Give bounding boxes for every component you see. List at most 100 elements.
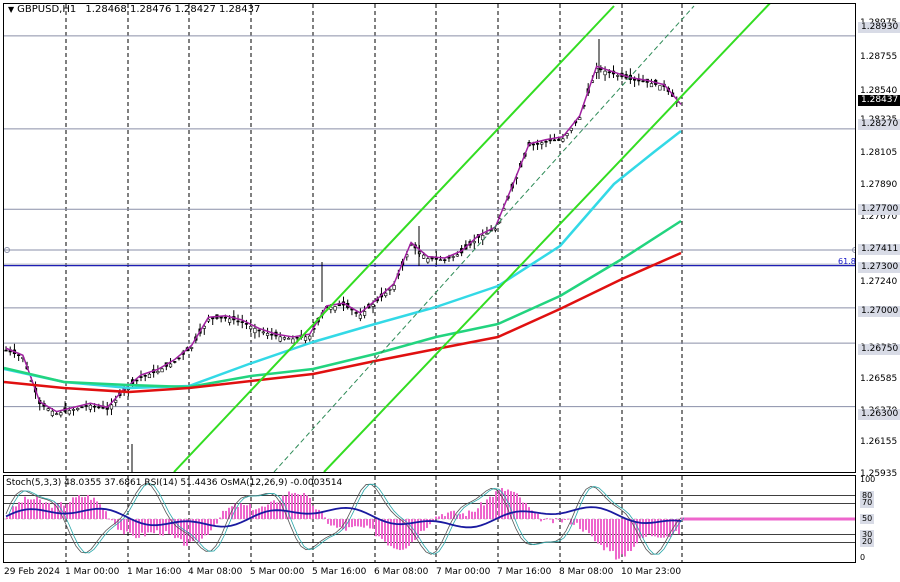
osma-bar <box>615 519 617 560</box>
osma-bar <box>297 494 299 519</box>
osma-bar <box>162 519 164 536</box>
osma-bar <box>555 518 557 520</box>
osma-bar <box>102 509 104 519</box>
osma-bar <box>531 510 533 519</box>
candle-body <box>333 306 337 311</box>
osma-bar <box>678 519 680 535</box>
osma-bar <box>480 502 482 519</box>
osma-bar <box>54 502 56 519</box>
osma-bar <box>582 519 584 532</box>
osma-bar <box>489 496 491 519</box>
candle-body <box>114 399 118 403</box>
price-tick-label: 1.28540 <box>860 86 898 96</box>
indicator-tick-label: 70 <box>860 498 875 509</box>
osma-bar <box>546 518 548 520</box>
osma-bar <box>396 519 398 550</box>
osma-bar <box>171 519 173 535</box>
time-tick-label: 7 Mar 00:00 <box>436 567 491 577</box>
osma-bar <box>117 519 119 530</box>
osma-bar <box>312 505 314 519</box>
candle-body <box>535 143 540 145</box>
osma-bar <box>366 519 368 526</box>
candle-body <box>227 318 232 323</box>
candle-body <box>265 332 270 336</box>
osma-bar <box>669 519 671 538</box>
osma-bar <box>318 509 320 519</box>
osma-bar <box>336 519 338 528</box>
osma-bar <box>423 519 425 531</box>
osma-label: OsMA(12,26,9) -0.0003514 <box>220 478 343 488</box>
candle-body <box>295 336 299 339</box>
osma-bar <box>327 519 329 524</box>
candle-body <box>177 357 181 360</box>
osma-bar <box>354 519 356 527</box>
osma-bar <box>189 519 191 542</box>
candle-body <box>658 85 662 91</box>
osma-bar <box>513 491 515 519</box>
osma-bar <box>408 519 410 546</box>
candle-body <box>244 323 249 325</box>
osma-bar <box>219 517 221 519</box>
osma-bar <box>147 519 149 533</box>
osma-bar <box>228 507 230 519</box>
osma-bar <box>516 493 518 519</box>
candle-body <box>544 140 548 143</box>
price-chart-area[interactable] <box>3 0 858 484</box>
osma-bar <box>123 519 125 535</box>
candle-body <box>88 404 92 410</box>
indicator-tick-label: 30 <box>860 529 875 540</box>
indicator-window[interactable] <box>3 475 856 563</box>
osma-bar <box>645 519 647 537</box>
osma-bar <box>426 519 428 528</box>
osma-bar <box>483 505 485 519</box>
osma-bar <box>630 519 632 552</box>
osma-bar <box>507 489 509 519</box>
osma-bar <box>492 496 494 519</box>
candle-body <box>240 321 244 323</box>
osma-bar <box>177 519 179 538</box>
candle-body <box>603 70 607 76</box>
osma-bar <box>84 497 86 519</box>
osma-bar <box>414 519 416 541</box>
candle-body <box>607 71 611 74</box>
candle-body <box>426 258 430 263</box>
price-chart-svg[interactable] <box>3 0 858 484</box>
osma-bar <box>603 519 605 551</box>
candle-body <box>371 304 375 307</box>
candle-body <box>303 336 308 341</box>
osma-bar <box>384 519 386 542</box>
candle-body <box>211 317 215 320</box>
time-tick-label: 7 Mar 16:00 <box>497 567 552 577</box>
osma-bar <box>315 509 317 519</box>
ema-cyan-line <box>3 130 682 390</box>
stoch-main-line <box>8 482 685 555</box>
osma-bar <box>447 512 449 519</box>
dropdown-triangle-icon[interactable]: ▼ <box>8 5 15 14</box>
osma-bar <box>231 506 233 519</box>
candle-body <box>55 413 59 415</box>
candle-body <box>190 347 194 349</box>
osma-bar <box>342 519 344 530</box>
candle-body <box>50 410 55 416</box>
indicator-tick-label: 50 <box>860 514 875 524</box>
osma-bar <box>459 514 461 519</box>
candle-body <box>392 285 396 290</box>
osma-bar <box>255 509 257 519</box>
rsi-line <box>5 506 682 529</box>
osma-bar <box>6 517 8 519</box>
indicator-svg[interactable] <box>4 476 855 562</box>
candle-body <box>455 254 460 257</box>
candle-body <box>173 361 177 363</box>
candle-body <box>557 139 561 141</box>
candle-body <box>59 412 63 416</box>
osma-bar <box>207 519 209 535</box>
osma-bar <box>579 519 581 530</box>
candle-body <box>362 311 367 316</box>
osma-bar <box>561 519 563 523</box>
osma-bar <box>174 519 176 539</box>
osma-bar <box>474 511 476 519</box>
candle-body <box>308 335 312 340</box>
ema-fast-line <box>5 65 682 413</box>
osma-bar <box>420 519 422 532</box>
